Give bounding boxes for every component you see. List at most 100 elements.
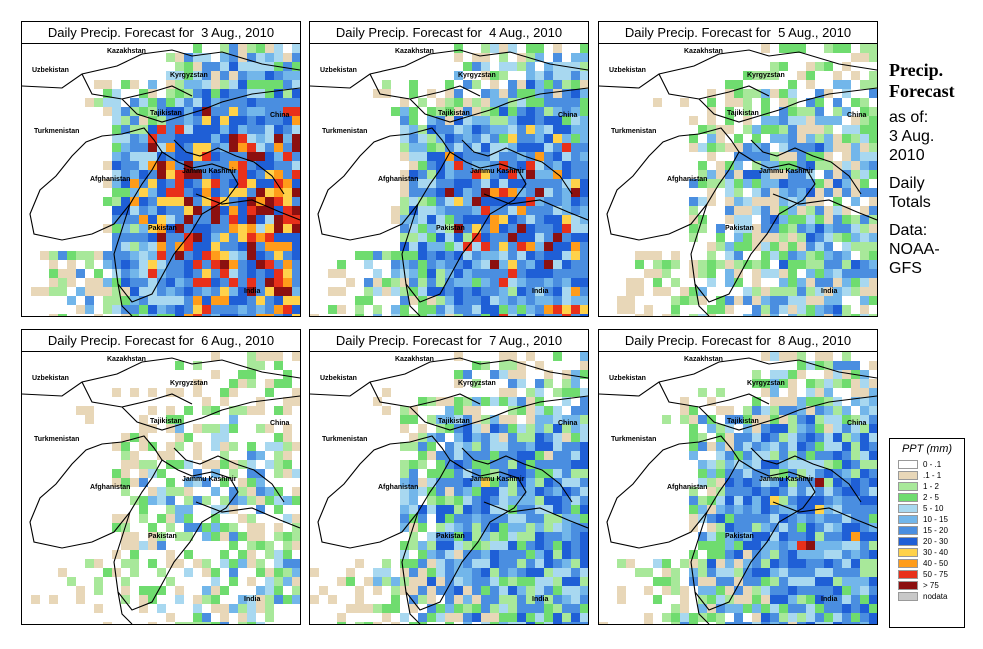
precip-cell [716, 433, 725, 442]
precip-cell [770, 451, 779, 460]
precip-cell [517, 523, 526, 532]
precip-cell [247, 460, 256, 469]
precip-cell [85, 260, 94, 269]
precip-cell [283, 179, 292, 188]
precip-cell [788, 397, 797, 406]
precip-cell [716, 577, 725, 586]
precip-cell [788, 514, 797, 523]
precip-cell [869, 287, 877, 296]
precip-cell [562, 206, 571, 215]
precip-cell [103, 179, 112, 188]
precip-cell [229, 224, 238, 233]
precip-cell [571, 505, 580, 514]
precip-cell [526, 388, 535, 397]
precip-cell [265, 586, 274, 595]
precip-cell [580, 478, 588, 487]
precip-cell [139, 179, 148, 188]
precip-cell [725, 541, 734, 550]
precip-cell [499, 577, 508, 586]
precip-cell [472, 379, 481, 388]
precip-cell [716, 125, 725, 134]
precip-cell [851, 125, 860, 134]
precip-cell [112, 143, 121, 152]
precip-cell [472, 406, 481, 415]
precip-cell [175, 89, 184, 98]
precip-cell [770, 559, 779, 568]
precip-cell [562, 577, 571, 586]
precip-cell [265, 251, 274, 260]
precip-cell [562, 469, 571, 478]
precip-cell [833, 71, 842, 80]
country-border [401, 151, 527, 303]
precip-cell [580, 98, 588, 107]
forecast-panel-aug8: Daily Precip. Forecast for 8 Aug., 2010 … [598, 329, 878, 625]
precip-cell [517, 622, 526, 624]
precip-cell [229, 604, 238, 613]
precip-cell [562, 379, 571, 388]
precip-cell [833, 532, 842, 541]
precip-cell [472, 541, 481, 550]
precip-cell [463, 604, 472, 613]
precip-cell [238, 496, 247, 505]
forecast-panel-aug6: Daily Precip. Forecast for 6 Aug., 2010 … [21, 329, 301, 625]
precip-cell [445, 98, 454, 107]
precip-cell [454, 251, 463, 260]
precip-cell [788, 305, 797, 314]
precip-cell [292, 143, 300, 152]
precip-cell [499, 622, 508, 624]
legend-item: > 75 [890, 580, 964, 591]
precip-cell [562, 415, 571, 424]
precip-cell [761, 577, 770, 586]
precip-cell [869, 152, 877, 161]
precip-cell [175, 179, 184, 188]
precip-cell [707, 541, 716, 550]
precip-cell [472, 487, 481, 496]
precip-cell [833, 107, 842, 116]
precip-cell [725, 251, 734, 260]
precip-cell [517, 451, 526, 460]
precip-cell [148, 296, 157, 305]
precip-cell [770, 442, 779, 451]
precip-cell [472, 287, 481, 296]
precip-cell [860, 424, 869, 433]
precip-cell [409, 314, 418, 316]
precip-cell [707, 514, 716, 523]
precip-cell [184, 89, 193, 98]
precip-cell [761, 460, 770, 469]
precip-cell [571, 125, 580, 134]
precip-cell [409, 170, 418, 179]
legend-label: 50 - 75 [923, 570, 948, 579]
precip-cell [472, 577, 481, 586]
precip-cell [364, 577, 373, 586]
precip-cell [112, 305, 121, 314]
legend-item: 5 - 10 [890, 503, 964, 514]
precip-cell [860, 125, 869, 134]
precip-cell [752, 586, 761, 595]
precip-cell [247, 604, 256, 613]
precip-cell [112, 469, 121, 478]
precip-cell [211, 296, 220, 305]
precip-cell [265, 44, 274, 53]
precip-cell [851, 568, 860, 577]
precip-cell [463, 415, 472, 424]
precip-cell [463, 152, 472, 161]
precip-cell [436, 98, 445, 107]
precip-cell [112, 442, 121, 451]
precip-cell [508, 496, 517, 505]
precip-cell [860, 224, 869, 233]
precip-cell [256, 53, 265, 62]
precip-cell [743, 143, 752, 152]
precip-cell [770, 224, 779, 233]
precip-cell [806, 98, 815, 107]
precip-cell [31, 595, 40, 604]
precip-cell [824, 170, 833, 179]
precip-cell [725, 305, 734, 314]
precip-cell [788, 352, 797, 361]
precip-cell [274, 568, 283, 577]
precip-cell [752, 487, 761, 496]
precip-cell [355, 559, 364, 568]
precip-cell [788, 460, 797, 469]
precip-cell [265, 577, 274, 586]
precip-cell [481, 287, 490, 296]
precip-cell [499, 314, 508, 316]
